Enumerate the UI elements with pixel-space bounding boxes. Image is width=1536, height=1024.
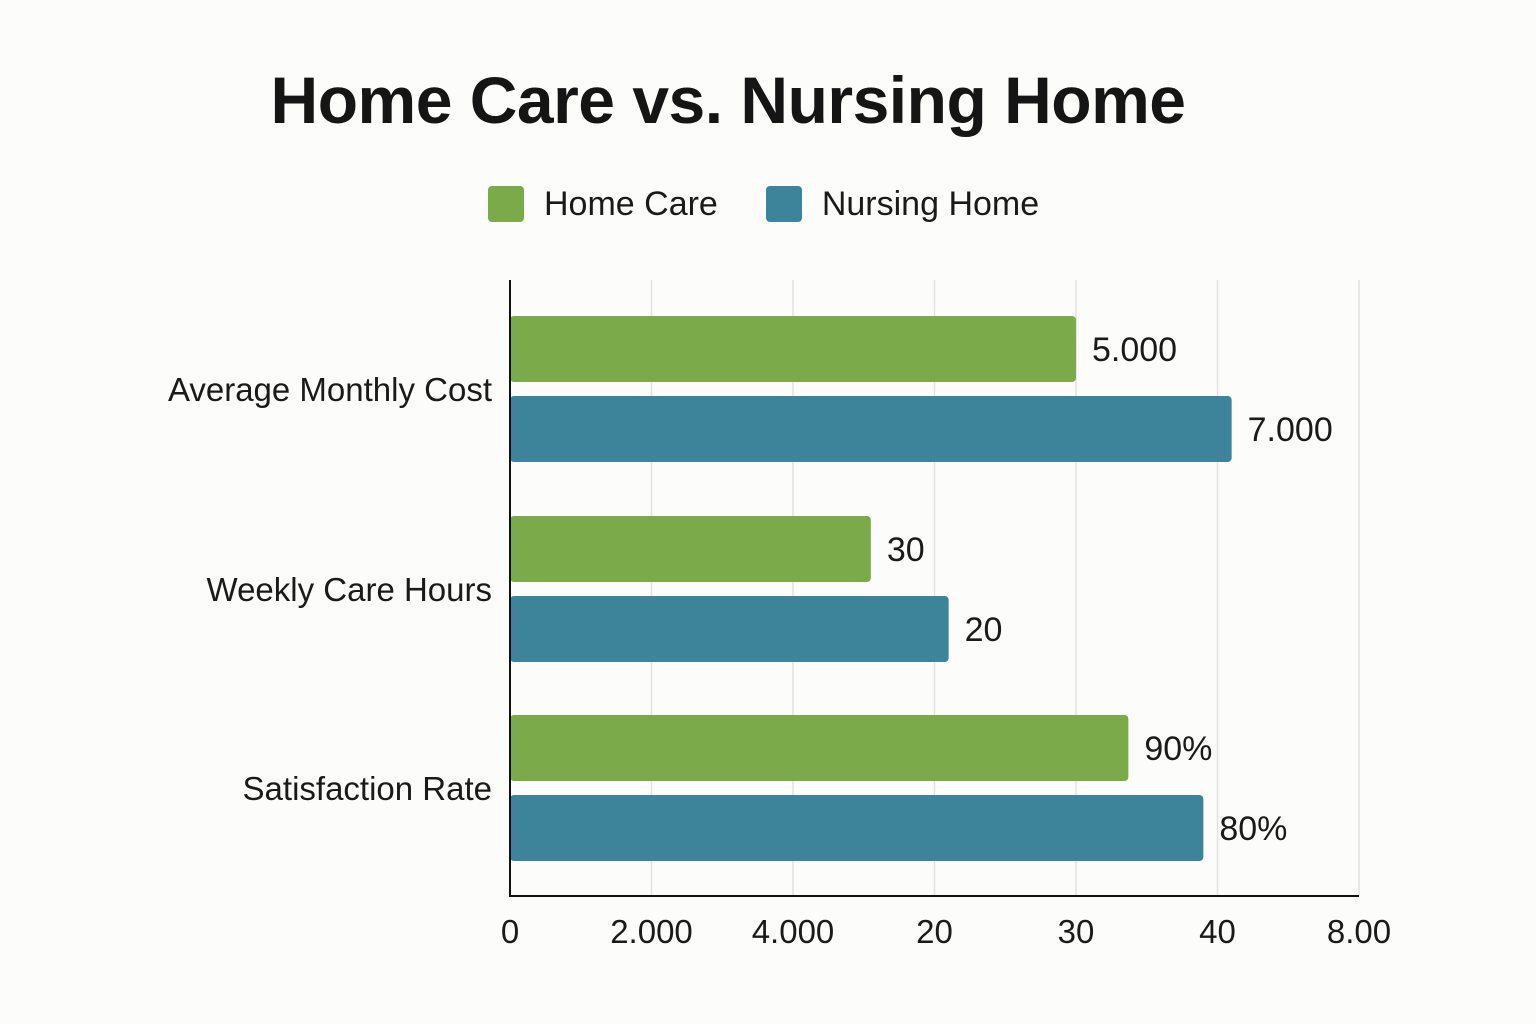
bar-home-care <box>510 316 1076 382</box>
x-tick-label: 8.00 <box>1327 913 1391 950</box>
bar-nursing-home <box>510 396 1232 462</box>
x-tick-label: 2.000 <box>610 913 693 950</box>
bar-value-label: 30 <box>887 531 925 569</box>
x-tick-label: 0 <box>501 913 519 950</box>
x-tick-label: 30 <box>1058 913 1095 950</box>
bar-value-label: 90% <box>1144 730 1212 768</box>
legend-label-home-care: Home Care <box>544 184 718 223</box>
legend-swatch-nursing-home <box>765 186 802 222</box>
legend-item-nursing-home: Nursing Home <box>765 184 1040 224</box>
bar-value-label: 80% <box>1219 810 1287 848</box>
bar-value-label: 20 <box>965 611 1003 649</box>
legend: Home Care Nursing Home <box>488 184 1087 224</box>
legend-label-nursing-home: Nursing Home <box>821 184 1040 223</box>
bar-nursing-home <box>510 795 1204 861</box>
category-label: Satisfaction Rate <box>243 770 492 807</box>
x-tick-label: 4.000 <box>752 913 835 950</box>
x-tick-label: 20 <box>916 913 953 950</box>
bar-value-label: 5.000 <box>1092 331 1177 369</box>
bar-home-care <box>510 516 871 582</box>
bar-nursing-home <box>510 596 949 662</box>
bar-value-label: 7.000 <box>1248 411 1333 449</box>
category-label: Average Monthly Cost <box>168 371 492 408</box>
bar-home-care <box>510 715 1129 781</box>
legend-item-home-care: Home Care <box>488 185 718 224</box>
legend-swatch-home-care <box>488 186 524 222</box>
chart-title: Home Care vs. Nursing Home <box>270 63 1186 137</box>
category-label: Weekly Care Hours <box>207 571 492 608</box>
x-tick-label: 40 <box>1199 913 1236 950</box>
